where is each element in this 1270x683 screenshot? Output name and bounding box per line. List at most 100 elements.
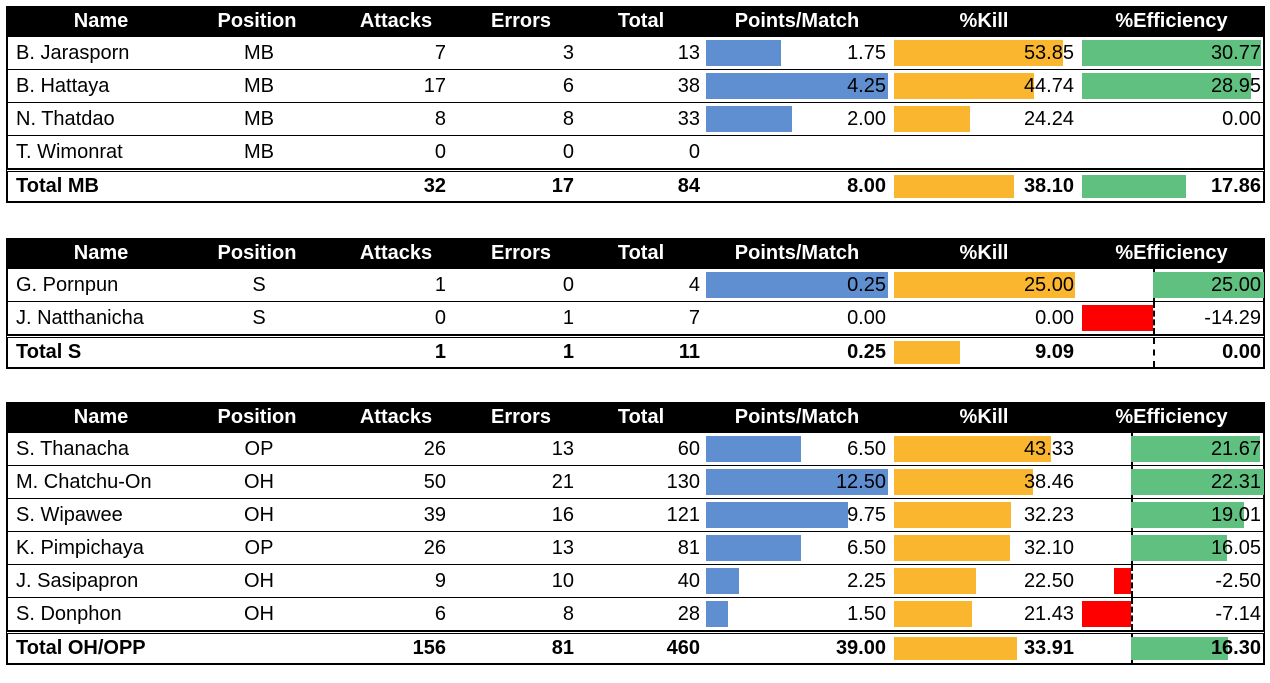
errors-value-text: 10 — [551, 569, 574, 592]
total-value: 60 — [588, 433, 700, 465]
points-per-match: 39.00 — [706, 634, 890, 663]
player-name: G. Pornpun — [16, 269, 206, 301]
points-per-match-text: 1.75 — [847, 41, 886, 64]
zero-axis — [1131, 598, 1133, 630]
header-kill-text: %Kill — [959, 10, 1009, 32]
player-name-text: T. Wimonrat — [16, 140, 123, 163]
player-position: OP — [204, 532, 314, 564]
total-value: 7 — [588, 302, 700, 334]
player-name-text: B. Hattaya — [16, 74, 110, 97]
header-attacks-text: Attacks — [359, 10, 433, 32]
zero-axis — [1153, 338, 1155, 367]
errors-value: 13 — [458, 433, 574, 465]
attacks-value: 17 — [326, 70, 446, 102]
attacks-value-text: 9 — [434, 569, 446, 592]
header-kill: %Kill — [892, 402, 1076, 433]
points-per-match-text: 6.50 — [847, 437, 886, 460]
efficiency-percent: 21.67 — [1082, 433, 1265, 465]
points-per-match-text: 39.00 — [835, 637, 886, 659]
points-per-match: 1.75 — [706, 37, 890, 69]
total-value: 81 — [588, 532, 700, 564]
player-name-text: N. Thatdao — [16, 107, 115, 130]
efficiency-percent: 30.77 — [1082, 37, 1265, 69]
kill-percent: 38.46 — [894, 466, 1078, 498]
efficiency-bar — [1131, 535, 1227, 561]
player-name: T. Wimonrat — [16, 136, 206, 168]
player-row: M. Chatchu-On OH 50 21 130 12.50 38.46 22.31 — [6, 466, 1265, 499]
player-name: J. Natthanicha — [16, 302, 206, 334]
header-eff: %Efficiency — [1080, 6, 1263, 37]
stats-table: Name Position Attacks Errors Total Points/Mat… — [6, 6, 1265, 203]
efficiency-bar — [1131, 502, 1244, 528]
attacks-value: 26 — [326, 532, 446, 564]
player-position: MB — [204, 37, 314, 69]
player-name: S. Wipawee — [16, 499, 206, 531]
points-per-match-text: 1.50 — [847, 602, 886, 625]
header-kill-text: %Kill — [959, 406, 1009, 428]
errors-value-text: 0 — [562, 140, 574, 163]
player-position-text: S — [252, 306, 266, 329]
efficiency-bar — [1082, 73, 1251, 99]
ppm-bar — [706, 436, 801, 462]
table-header: Name Position Attacks Errors Total Points/Mat… — [6, 6, 1265, 37]
total-value: 33 — [588, 103, 700, 135]
total-row: Total S 1 1 11 0.25 9.09 0.00 — [6, 335, 1265, 369]
errors-value: 0 — [458, 136, 574, 168]
kill-percent-text: 44.74 — [1023, 74, 1074, 97]
efficiency-bar — [1153, 272, 1264, 298]
header-position-text: Position — [217, 242, 297, 264]
errors-value-text: 1 — [562, 341, 574, 363]
player-position-text: MB — [244, 74, 274, 97]
kill-percent: 38.10 — [894, 172, 1078, 201]
total-value-text: 4 — [688, 273, 700, 296]
player-name: J. Sasipapron — [16, 565, 206, 597]
total-label: Total S — [16, 338, 206, 367]
total-label: Total OH/OPP — [16, 634, 206, 663]
attacks-value-text: 39 — [423, 503, 446, 526]
player-position: S — [204, 269, 314, 301]
total-row: Total MB 32 17 84 8.00 38.10 17.86 — [6, 169, 1265, 203]
kill-bar — [894, 106, 970, 132]
points-per-match-text: 0.25 — [847, 341, 886, 363]
points-per-match: 0.25 — [706, 269, 890, 301]
ppm-bar — [706, 106, 792, 132]
player-position: S — [204, 302, 314, 334]
header-ppm-text: Points/Match — [734, 10, 860, 32]
kill-percent-text: 25.00 — [1023, 273, 1074, 296]
attacks-value: 1 — [326, 269, 446, 301]
header-kill: %Kill — [892, 6, 1076, 37]
points-per-match-text: 0.25 — [847, 273, 886, 296]
player-position-text: OP — [244, 536, 274, 559]
player-position-text: OH — [244, 470, 274, 493]
attacks-value-text: 50 — [423, 470, 446, 493]
points-per-match-text: 0.00 — [847, 306, 886, 329]
kill-percent: 24.24 — [894, 103, 1078, 135]
attacks-value-text: 0 — [434, 140, 446, 163]
kill-percent: 25.00 — [894, 269, 1078, 301]
header-total-text: Total — [617, 10, 665, 32]
efficiency-bar-negative — [1114, 568, 1131, 594]
errors-value-text: 81 — [551, 637, 574, 659]
efficiency-percent: 0.00 — [1082, 103, 1265, 135]
points-per-match-text: 6.50 — [847, 536, 886, 559]
efficiency-bar — [1131, 469, 1264, 495]
zero-axis — [1131, 565, 1133, 597]
attacks-value: 9 — [326, 565, 446, 597]
player-name-text: S. Wipawee — [16, 503, 123, 526]
errors-value-text: 8 — [562, 602, 574, 625]
player-name-text: S. Donphon — [16, 602, 122, 625]
kill-bar — [894, 436, 1051, 462]
player-position: MB — [204, 70, 314, 102]
total-value: 4 — [588, 269, 700, 301]
errors-value: 3 — [458, 37, 574, 69]
points-per-match: 1.50 — [706, 598, 890, 630]
kill-percent-text: 21.43 — [1023, 602, 1074, 625]
kill-bar — [894, 535, 1010, 561]
points-per-match: 6.50 — [706, 532, 890, 564]
attacks-value: 7 — [326, 37, 446, 69]
attacks-value-text: 8 — [434, 107, 446, 130]
kill-bar — [894, 73, 1034, 99]
attacks-value: 6 — [326, 598, 446, 630]
table-header: Name Position Attacks Errors Total Points/Mat… — [6, 402, 1265, 433]
header-name-text: Name — [73, 10, 129, 32]
